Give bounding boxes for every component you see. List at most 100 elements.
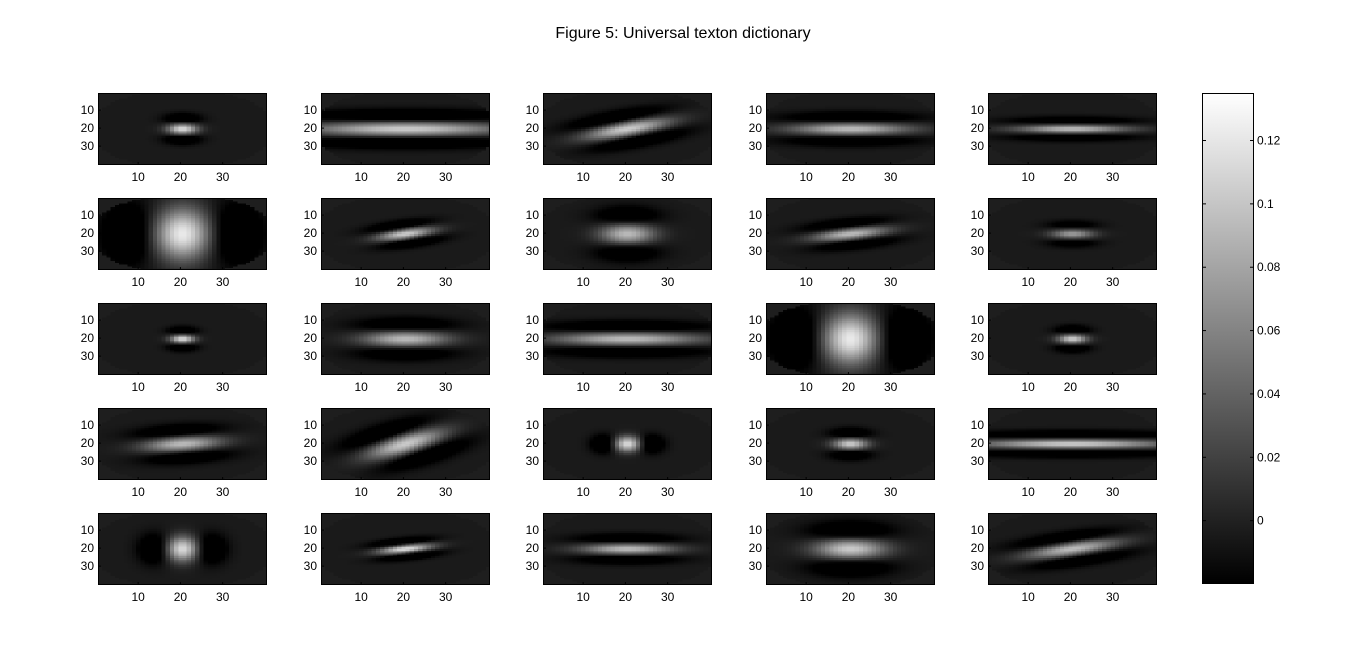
- y-tick-label: 20: [81, 121, 95, 135]
- y-tick-label: 10: [81, 103, 95, 117]
- x-tick-label: 10: [354, 380, 368, 394]
- x-tick-label: 10: [131, 590, 145, 604]
- x-tick-label: 30: [884, 485, 898, 499]
- x-tick-label: 30: [661, 380, 675, 394]
- y-tick-label: 20: [304, 226, 318, 240]
- y-tick-label: 20: [971, 436, 985, 450]
- x-tick-label: 10: [131, 380, 145, 394]
- panel-frame: [98, 303, 267, 375]
- panel-frame: [766, 303, 935, 375]
- colorbar-gradient: [1202, 93, 1254, 584]
- y-tick-label: 20: [749, 226, 763, 240]
- y-tick-label: 20: [749, 331, 763, 345]
- panel-frame: [98, 513, 267, 585]
- y-tick-label: 10: [749, 103, 763, 117]
- x-tick-label: 30: [661, 275, 675, 289]
- y-tick-label: 30: [749, 139, 763, 153]
- y-tick-label: 30: [971, 349, 985, 363]
- texton-image: [98, 513, 267, 585]
- y-tick-label: 20: [971, 541, 985, 555]
- texton-panel: 10 20 30 10 20 30: [304, 513, 490, 604]
- x-tick-label: 20: [842, 485, 856, 499]
- x-tick-label: 20: [397, 485, 411, 499]
- x-tick-label: 30: [216, 485, 230, 499]
- x-tick-label: 20: [842, 275, 856, 289]
- y-tick-label: 20: [971, 226, 985, 240]
- texton-image: [321, 198, 490, 270]
- x-tick-label: 20: [174, 380, 188, 394]
- texton-panel: 10 20 30 10 20 30: [749, 198, 935, 289]
- x-tick-label: 20: [842, 590, 856, 604]
- x-tick-label: 10: [1021, 485, 1035, 499]
- y-tick-label: 10: [971, 313, 985, 327]
- texton-panel: 10 20 30 10 20 30: [304, 93, 490, 184]
- x-tick-label: 10: [1021, 590, 1035, 604]
- y-tick-label: 30: [526, 454, 540, 468]
- y-tick-label: 10: [526, 523, 540, 537]
- y-tick-label: 20: [304, 121, 318, 135]
- panel-frame: [543, 93, 712, 165]
- x-tick-label: 10: [354, 275, 368, 289]
- y-tick-label: 20: [304, 541, 318, 555]
- y-tick-label: 10: [971, 208, 985, 222]
- y-tick-label: 30: [526, 559, 540, 573]
- x-tick-label: 30: [884, 380, 898, 394]
- texton-panel: 10 20 30 10 20 30: [304, 303, 490, 394]
- y-tick-label: 30: [81, 349, 95, 363]
- texton-panels: 10 20 30 10 20 30 10 20 30 10 20 30 10 20 30 10 20 30 10 20…: [81, 93, 1157, 604]
- panel-frame: [543, 198, 712, 270]
- x-tick-label: 30: [216, 590, 230, 604]
- panel-frame: [98, 198, 267, 270]
- texton-image: [988, 303, 1157, 375]
- x-tick-label: 20: [842, 170, 856, 184]
- colorbar-frame: [1202, 93, 1254, 584]
- panel-frame: [988, 303, 1157, 375]
- texton-panel: 10 20 30 10 20 30: [526, 408, 712, 499]
- colorbar: 0 0.02 0.04 0.06 0.08 0.1 0.12: [1202, 93, 1281, 584]
- panel-frame: [321, 93, 490, 165]
- texton-panel: 10 20 30 10 20 30: [526, 303, 712, 394]
- panel-frame: [321, 513, 490, 585]
- x-tick-label: 20: [397, 275, 411, 289]
- y-tick-label: 30: [971, 244, 985, 258]
- y-tick-label: 30: [81, 559, 95, 573]
- panel-frame: [988, 513, 1157, 585]
- texton-image: [321, 513, 490, 585]
- x-tick-label: 30: [439, 170, 453, 184]
- y-tick-label: 30: [304, 349, 318, 363]
- y-tick-label: 30: [971, 559, 985, 573]
- texton-image: [98, 198, 267, 270]
- texton-panel: 10 20 30 10 20 30: [81, 408, 267, 499]
- texton-panel: 10 20 30 10 20 30: [304, 198, 490, 289]
- y-tick-label: 10: [526, 208, 540, 222]
- x-tick-label: 10: [131, 275, 145, 289]
- y-tick-label: 20: [81, 436, 95, 450]
- texton-panel: 10 20 30 10 20 30: [81, 513, 267, 604]
- x-tick-label: 10: [799, 170, 813, 184]
- y-tick-label: 10: [304, 418, 318, 432]
- y-tick-label: 10: [81, 313, 95, 327]
- x-tick-label: 20: [1064, 485, 1078, 499]
- y-tick-label: 30: [971, 139, 985, 153]
- y-tick-label: 20: [749, 436, 763, 450]
- colorbar-tick-label: 0.02: [1257, 450, 1281, 464]
- x-tick-label: 10: [131, 170, 145, 184]
- panel-frame: [766, 408, 935, 480]
- panel-frame: [321, 408, 490, 480]
- x-tick-label: 10: [799, 380, 813, 394]
- texton-panel: 10 20 30 10 20 30: [971, 93, 1157, 184]
- texton-image: [321, 408, 490, 480]
- texton-image: [321, 303, 490, 375]
- x-tick-label: 20: [619, 170, 633, 184]
- y-tick-label: 10: [304, 313, 318, 327]
- x-tick-label: 20: [174, 485, 188, 499]
- x-tick-label: 10: [576, 380, 590, 394]
- x-tick-label: 30: [439, 275, 453, 289]
- panel-frame: [988, 408, 1157, 480]
- texton-image: [988, 513, 1157, 585]
- y-tick-label: 30: [526, 349, 540, 363]
- x-tick-label: 10: [799, 275, 813, 289]
- x-tick-label: 20: [1064, 380, 1078, 394]
- colorbar-tick-label: 0.04: [1257, 387, 1281, 401]
